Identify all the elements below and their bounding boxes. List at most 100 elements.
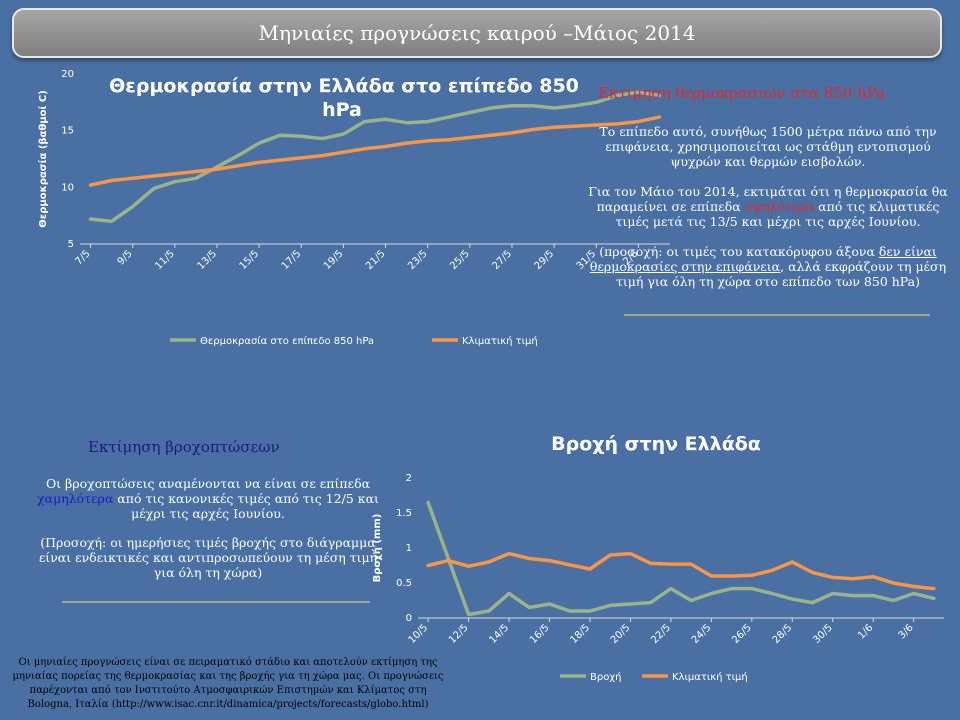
series-point-0: [709, 592, 713, 595]
rain-p1-highlight: χαμηλότερα: [37, 491, 114, 506]
legend-label-1: Κλιματική τιμή: [672, 671, 748, 683]
chart-title-line1: Θερμοκρασία στην Ελλάδα στο επίπεδο 850: [109, 75, 579, 97]
series-point-1: [278, 158, 282, 162]
series-point-1: [636, 120, 640, 124]
y-tick-label: 1.5: [396, 508, 412, 519]
series-point-0: [594, 100, 598, 104]
series-point-0: [831, 592, 835, 595]
series-point-0: [487, 609, 491, 613]
temp-section-paragraph: Το επίπεδο αυτό, συνήθως 1500 μέτρα πάνω…: [588, 124, 948, 289]
x-tick-label: 10/5: [407, 622, 431, 646]
page-title-bar: Μηνιαίες προγνώσεις καιρού –Μάιος 2014: [12, 8, 942, 58]
x-tick-label: 24/5: [690, 622, 714, 646]
series-point-0: [608, 603, 612, 607]
rain-p1-rest: από τις κανονικές τιμές από τις 12/5 και…: [113, 491, 379, 521]
series-point-1: [426, 564, 430, 567]
series-point-0: [341, 132, 345, 136]
x-tick-label: 18/5: [568, 622, 592, 646]
x-tick-label: 30/5: [811, 622, 835, 646]
temp-divider: [624, 314, 930, 316]
series-point-1: [89, 183, 93, 187]
series-point-0: [89, 217, 93, 221]
series-point-0: [489, 106, 493, 110]
series-point-0: [548, 602, 551, 606]
series-point-1: [891, 581, 895, 585]
series-point-0: [770, 592, 774, 595]
series-point-0: [811, 601, 814, 605]
series-point-0: [384, 117, 388, 121]
rain-p1: Οι βροχοπτώσεις αναμένονται να είναι σε …: [28, 476, 388, 521]
series-point-1: [657, 115, 661, 119]
legend-label-0: Βροχή: [590, 671, 621, 683]
footer-note: Οι μηνιαίες προγνώσεις είναι σε πειραματ…: [12, 657, 444, 710]
series-point-1: [446, 559, 450, 563]
series-point-0: [426, 120, 430, 124]
series-point-1: [341, 150, 345, 154]
series-point-1: [615, 122, 619, 126]
x-tick-label: 20/5: [609, 622, 633, 646]
series-point-1: [426, 139, 430, 143]
series-point-1: [851, 577, 855, 581]
y-tick-label: 0.5: [396, 578, 412, 589]
series-point-1: [131, 176, 135, 180]
series-point-0: [750, 587, 754, 591]
series-point-0: [568, 609, 572, 613]
series-point-1: [236, 164, 240, 168]
series-point-1: [649, 561, 653, 565]
series-point-1: [573, 124, 577, 128]
series-line-0: [426, 500, 936, 617]
series-point-0: [278, 133, 282, 137]
series-point-1: [730, 574, 734, 578]
series-point-0: [426, 501, 430, 504]
series-point-0: [851, 594, 855, 598]
series-point-0: [649, 601, 653, 605]
series-point-1: [871, 575, 875, 579]
y-tick-label: 1: [406, 543, 412, 554]
temp-p2: Για τον Μάιο του 2014, εκτιμάται ότι η θ…: [588, 184, 948, 229]
series-point-1: [932, 587, 936, 591]
y-tick-label: 2: [406, 473, 412, 484]
x-tick-label: 12/5: [447, 622, 471, 646]
series-point-0: [730, 587, 734, 591]
series-point-0: [527, 606, 531, 609]
y-tick-label: 10: [61, 182, 74, 193]
series-point-1: [215, 167, 219, 171]
temp-note-text: (προσοχή: οι τιμές του κατακόρυφου άξονα: [599, 244, 879, 259]
series-point-1: [790, 560, 794, 564]
series-point-1: [588, 567, 592, 571]
series-point-0: [507, 592, 511, 595]
series-point-0: [194, 176, 198, 180]
series-point-1: [510, 131, 514, 135]
y-tick-label: 20: [61, 69, 74, 80]
series-point-0: [173, 180, 177, 184]
series-point-0: [467, 613, 471, 616]
series-point-1: [194, 169, 198, 173]
series-point-0: [405, 121, 409, 125]
series-point-0: [636, 90, 640, 94]
series-point-0: [912, 592, 916, 595]
series-point-0: [131, 205, 135, 209]
series-line-1: [426, 551, 936, 591]
series-point-1: [173, 172, 177, 176]
y-tick-label: 15: [61, 126, 74, 137]
y-tick-label: 5: [68, 239, 74, 250]
temp-p2-rest: από τις κλιματικές τιμές μετά τις 13/5 κ…: [615, 199, 940, 229]
rain-section-paragraph: Οι βροχοπτώσεις αναμένονται να είναι σε …: [28, 476, 388, 580]
series-point-0: [510, 104, 514, 108]
series-point-0: [299, 134, 303, 138]
series-point-1: [548, 559, 551, 563]
temp-note-rest: , αλλά εκφράζουν τη μέση τιμή για όλη τη…: [615, 259, 947, 289]
y-axis-label: Βροχή (mm): [371, 514, 383, 583]
series-point-0: [628, 602, 632, 606]
series-point-0: [615, 94, 619, 98]
temp-note: (προσοχή: οι τιμές του κατακόρυφου άξονα…: [588, 244, 948, 289]
rain-note: (Προσοχή: οι ημερήσιες τιμές βροχής στο …: [38, 535, 378, 580]
legend-label-1: Κλιματική τιμή: [462, 335, 538, 347]
x-tick-label: 14/5: [487, 622, 511, 646]
series-point-1: [912, 585, 916, 588]
chart-title-line2: hPa: [322, 99, 362, 121]
series-point-0: [891, 599, 895, 602]
series-point-0: [573, 104, 577, 108]
series-point-1: [507, 552, 511, 556]
